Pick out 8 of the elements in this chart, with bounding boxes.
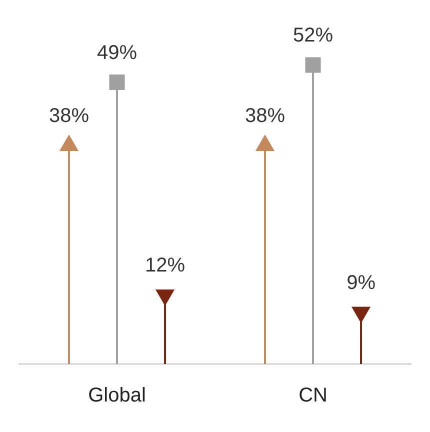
data-label: 38%	[244, 105, 286, 128]
x-tick-label: CN	[298, 384, 328, 407]
x-tick-label: Global	[88, 384, 146, 407]
data-label: 38%	[48, 105, 90, 128]
data-label: 12%	[145, 254, 186, 277]
data-label: 9%	[346, 272, 376, 294]
data-label: 49%	[96, 42, 138, 64]
data-label: 52%	[292, 24, 334, 47]
